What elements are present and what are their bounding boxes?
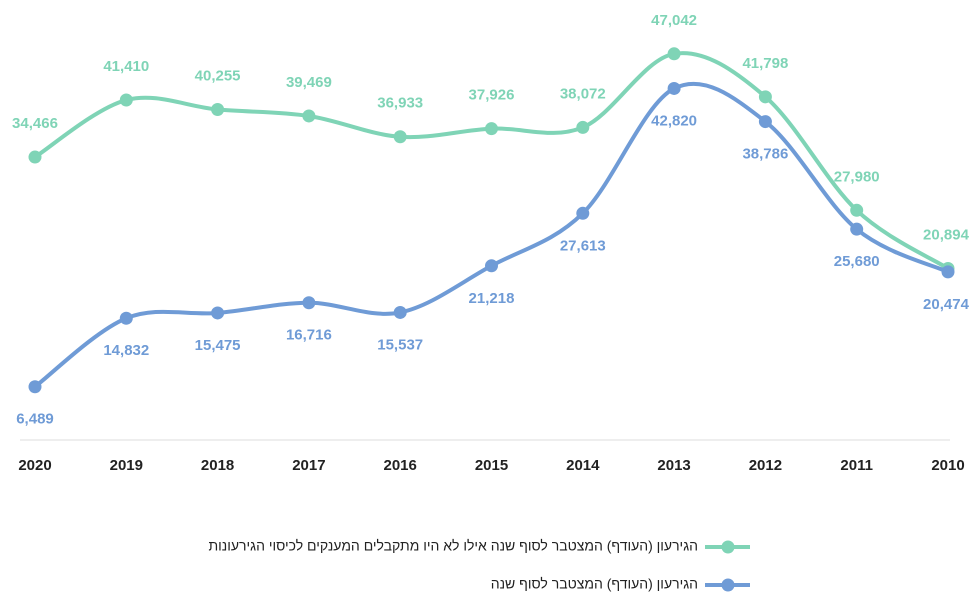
- data-point: [119, 311, 133, 325]
- data-point: [850, 203, 864, 217]
- legend-marker: [721, 540, 735, 554]
- data-label: 34,466: [12, 115, 58, 132]
- data-label: 38,786: [742, 146, 788, 163]
- legend-label: הגירעון (העודף) המצטבר לסוף שנה אילו לא …: [209, 538, 699, 554]
- x-tick-label: 2020: [18, 457, 51, 474]
- data-label: 41,798: [742, 55, 788, 72]
- data-point: [576, 120, 590, 134]
- data-label: 40,255: [195, 67, 241, 84]
- x-tick-label: 2015: [475, 457, 508, 474]
- data-label: 16,716: [286, 327, 332, 344]
- data-point: [850, 222, 864, 236]
- x-tick-label: 2010: [931, 457, 964, 474]
- data-label: 42,820: [651, 112, 697, 129]
- data-label: 15,537: [377, 336, 423, 353]
- data-label: 21,218: [469, 290, 515, 307]
- data-point: [119, 93, 133, 107]
- data-label: 20,474: [923, 296, 970, 313]
- data-label: 39,469: [286, 74, 332, 91]
- data-label: 14,832: [103, 342, 149, 359]
- x-tick-label: 2019: [110, 457, 143, 474]
- data-point: [211, 103, 225, 117]
- data-label: 36,933: [377, 95, 423, 112]
- data-label: 37,926: [469, 87, 515, 104]
- data-point: [758, 115, 772, 129]
- data-point: [393, 130, 407, 144]
- data-point: [941, 265, 955, 279]
- data-point: [211, 306, 225, 320]
- data-label: 41,410: [103, 58, 149, 75]
- data-label: 25,680: [834, 253, 880, 270]
- series-line: [33, 51, 950, 271]
- data-point: [28, 150, 42, 164]
- x-tick-label: 2018: [201, 457, 234, 474]
- data-point: [393, 305, 407, 319]
- data-label: 15,475: [195, 337, 241, 354]
- data-point: [667, 81, 681, 95]
- data-label: 27,980: [834, 168, 880, 185]
- x-tick-label: 2016: [384, 457, 417, 474]
- data-label: 38,072: [560, 85, 606, 102]
- data-label: 6,489: [16, 411, 54, 428]
- legend-marker: [721, 578, 735, 592]
- data-point: [28, 380, 42, 394]
- x-tick-label: 2014: [566, 457, 600, 474]
- data-label: 27,613: [560, 237, 606, 254]
- data-point: [302, 109, 316, 123]
- x-tick-label: 2011: [840, 457, 873, 474]
- data-label: 47,042: [651, 12, 697, 29]
- data-point: [667, 47, 681, 61]
- data-point: [485, 122, 498, 136]
- series-line: [33, 81, 949, 389]
- data-point: [302, 296, 316, 310]
- data-point: [576, 206, 590, 220]
- data-point: [485, 259, 498, 273]
- data-point: [758, 90, 772, 104]
- x-tick-label: 2017: [292, 457, 325, 474]
- x-tick-label: 2012: [749, 457, 782, 474]
- x-tick-label: 2013: [657, 457, 690, 474]
- legend-label: הגירעון (העודף) המצטבר לסוף שנה: [491, 576, 698, 592]
- data-label: 20,894: [923, 226, 970, 243]
